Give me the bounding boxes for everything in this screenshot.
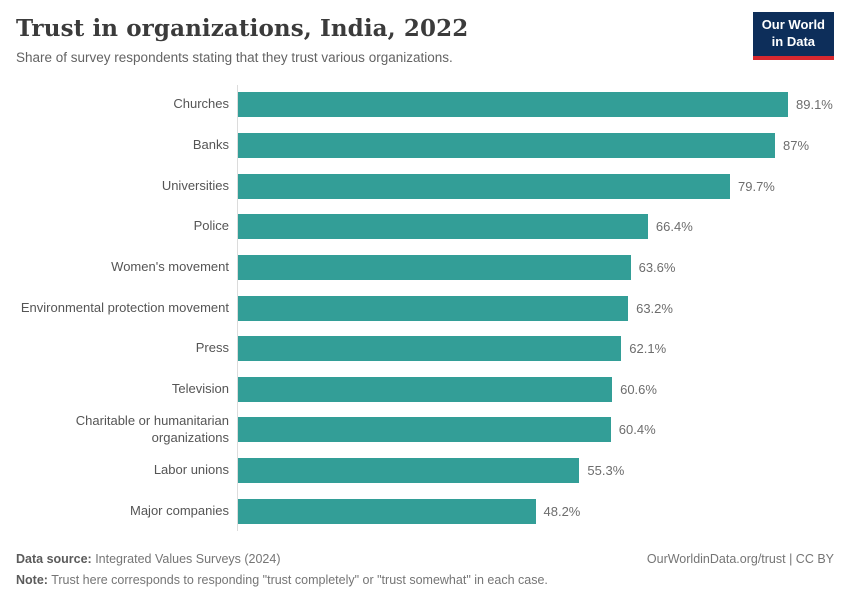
data-source-label: Data source: bbox=[16, 552, 92, 566]
chart-subtitle: Share of survey respondents stating that… bbox=[16, 49, 453, 65]
bar-track: 89.1% bbox=[237, 84, 834, 126]
bar-row: Churches 89.1% bbox=[10, 84, 834, 126]
value-label: 66.4% bbox=[655, 219, 693, 235]
bar-track: 63.6% bbox=[237, 247, 834, 288]
bar-row: Environmental protection movement 63.2% bbox=[10, 287, 834, 329]
chart-header: Trust in organizations, India, 2022 Shar… bbox=[0, 0, 850, 65]
bar-track: 87% bbox=[237, 125, 834, 166]
bar-row: Women's movement 63.6% bbox=[10, 247, 834, 288]
chart-note: Note: Trust here corresponds to respondi… bbox=[16, 573, 834, 587]
bar[interactable] bbox=[238, 254, 631, 280]
value-label: 63.6% bbox=[638, 259, 676, 275]
bar-track: 66.4% bbox=[237, 206, 834, 248]
value-label: 79.7% bbox=[738, 178, 775, 194]
category-label: Environmental protection movement bbox=[20, 299, 229, 315]
value-label: 55.3% bbox=[587, 463, 625, 479]
footer-source-row: Data source: Integrated Values Surveys (… bbox=[16, 552, 834, 566]
owid-attribution-link[interactable]: OurWorldinData.org/trust | CC BY bbox=[646, 552, 834, 566]
bar-row: Charitable or humanitarian organizations… bbox=[10, 409, 834, 451]
value-label: 87% bbox=[783, 138, 810, 154]
page-title: Trust in organizations, India, 2022 bbox=[16, 15, 469, 42]
category-label: Churches bbox=[173, 96, 229, 112]
bar-track: 55.3% bbox=[237, 450, 834, 491]
bar-track: 48.2% bbox=[237, 490, 834, 532]
bar[interactable] bbox=[238, 173, 730, 199]
value-label: 89.1% bbox=[796, 97, 833, 113]
value-label: 60.6% bbox=[620, 381, 657, 397]
bar-row: Labor unions 55.3% bbox=[10, 450, 834, 491]
bar[interactable] bbox=[238, 458, 580, 484]
bar-row: Television 60.6% bbox=[10, 368, 834, 410]
value-label: 60.4% bbox=[618, 422, 656, 438]
bar-row: Press 62.1% bbox=[10, 328, 834, 369]
owid-logo[interactable]: Our World in Data bbox=[752, 12, 834, 60]
category-label: Charitable or humanitarian organizations bbox=[75, 413, 229, 445]
category-label: Major companies bbox=[130, 502, 229, 518]
bar-row: Police 66.4% bbox=[10, 206, 834, 248]
chart-footer: Data source: Integrated Values Surveys (… bbox=[16, 552, 834, 587]
owid-logo-line2: in Data bbox=[771, 33, 816, 49]
bar[interactable] bbox=[238, 498, 536, 524]
category-label: Labor unions bbox=[153, 462, 229, 478]
bar-track: 60.6% bbox=[237, 368, 834, 410]
bar[interactable] bbox=[238, 133, 775, 159]
bar[interactable] bbox=[238, 214, 648, 240]
note-label: Note: bbox=[16, 573, 48, 587]
bar[interactable] bbox=[238, 417, 611, 443]
bar-row: Banks 87% bbox=[10, 125, 834, 166]
category-label: Press bbox=[195, 340, 229, 356]
bar-track: 62.1% bbox=[237, 328, 834, 369]
category-label: Universities bbox=[161, 177, 229, 193]
bar-track: 63.2% bbox=[237, 287, 834, 329]
bar[interactable] bbox=[238, 376, 613, 402]
bar-chart: Churches 89.1% Banks 87% Universities 79.7% Po… bbox=[0, 84, 850, 532]
category-label: Police bbox=[193, 218, 229, 234]
category-label: Television bbox=[171, 380, 229, 396]
note-value: Trust here corresponds to responding "tr… bbox=[47, 573, 548, 587]
bar-row: Universities 79.7% bbox=[10, 165, 834, 207]
value-label: 48.2% bbox=[543, 503, 581, 519]
bar[interactable] bbox=[238, 295, 629, 321]
bar-track: 79.7% bbox=[237, 165, 834, 207]
bar-row: Major companies 48.2% bbox=[10, 490, 834, 532]
bar-track: 60.4% bbox=[237, 409, 834, 451]
data-source: Data source: Integrated Values Surveys (… bbox=[16, 552, 281, 566]
bar[interactable] bbox=[238, 92, 788, 118]
bar[interactable] bbox=[238, 336, 622, 362]
category-label: Women's movement bbox=[111, 258, 229, 274]
owid-logo-line1: Our World bbox=[761, 17, 825, 32]
category-label: Banks bbox=[192, 137, 229, 153]
value-label: 63.2% bbox=[636, 300, 673, 316]
data-source-value: Integrated Values Surveys (2024) bbox=[91, 552, 281, 566]
value-label: 62.1% bbox=[629, 341, 667, 357]
